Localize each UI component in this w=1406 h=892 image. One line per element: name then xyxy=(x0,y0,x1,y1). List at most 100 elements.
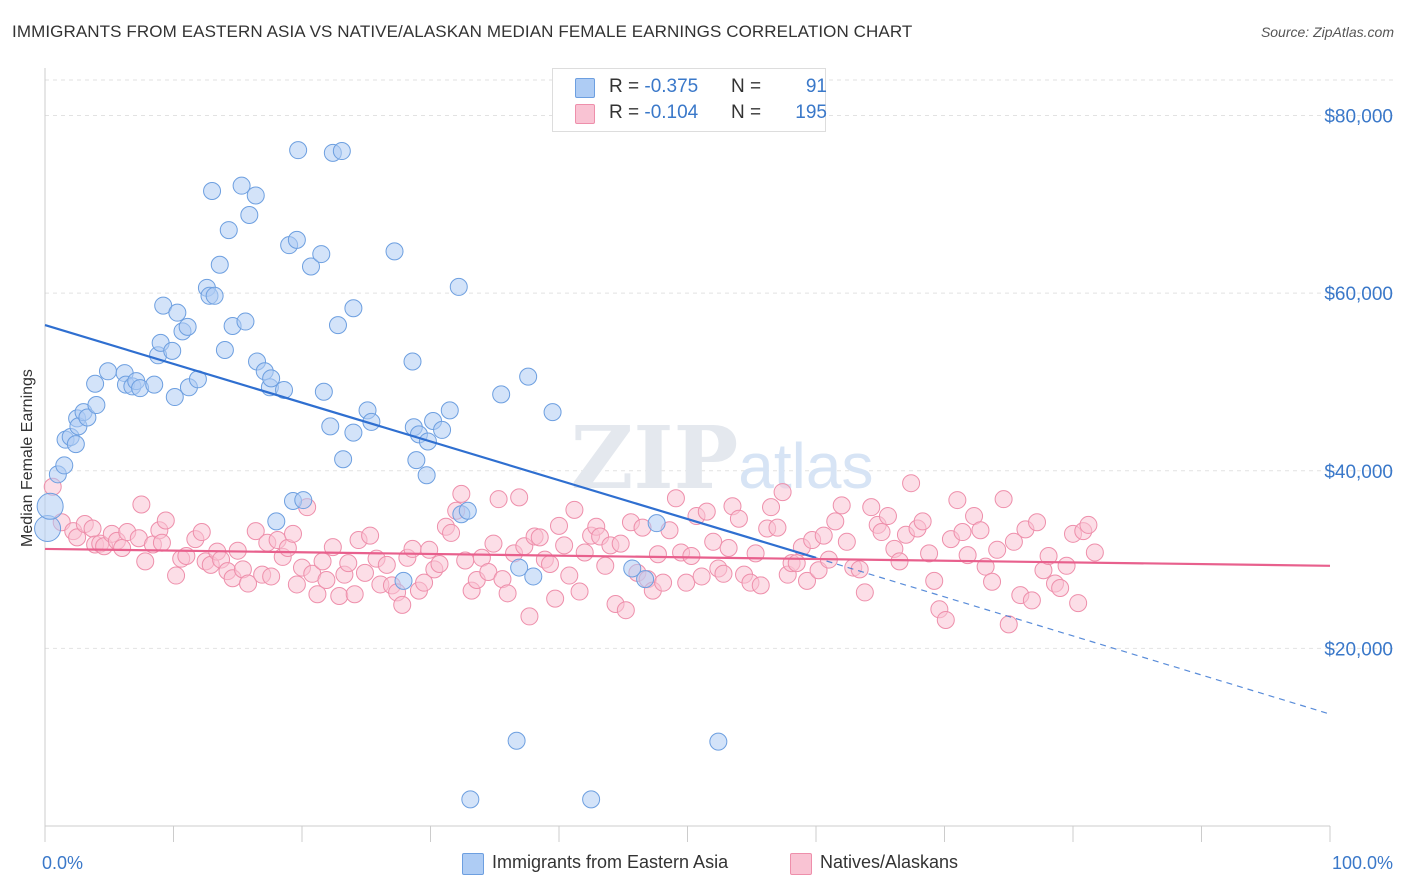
data-point-natives xyxy=(1069,594,1088,613)
data-point-eastern-asia xyxy=(55,456,74,475)
data-point-eastern-asia xyxy=(240,205,259,224)
data-point-natives xyxy=(83,519,102,538)
data-point-eastern-asia xyxy=(394,571,413,590)
data-point-eastern-asia xyxy=(236,312,255,331)
data-point-eastern-asia xyxy=(403,352,422,371)
trend-lines xyxy=(44,324,1331,715)
data-point-natives xyxy=(68,528,87,547)
data-point-natives xyxy=(330,586,349,605)
data-point-natives xyxy=(719,539,738,558)
data-point-eastern-asia xyxy=(312,245,331,264)
data-point-natives xyxy=(442,523,461,542)
x-tick-label: 0.0% xyxy=(42,853,83,873)
data-point-natives xyxy=(152,533,171,552)
data-point-natives xyxy=(361,526,380,545)
data-point-natives xyxy=(415,573,434,592)
data-point-natives xyxy=(246,522,265,541)
data-point-natives xyxy=(1057,556,1076,575)
data-point-natives xyxy=(616,601,635,620)
legend-n-label: N = xyxy=(731,102,762,123)
data-point-eastern-asia xyxy=(344,299,363,318)
data-point-eastern-asia xyxy=(178,317,197,336)
data-point-eastern-asia xyxy=(709,732,728,751)
data-point-natives xyxy=(530,528,549,547)
data-point-natives xyxy=(167,566,186,585)
data-point-natives xyxy=(878,507,897,526)
data-point-natives xyxy=(994,490,1013,509)
data-point-eastern-asia xyxy=(314,382,333,401)
y-tick-label: $20,000 xyxy=(1324,639,1393,660)
source-label: Source: ZipAtlas.com xyxy=(1260,24,1394,40)
data-point-eastern-asia xyxy=(344,423,363,442)
watermark: ZIPatlas xyxy=(571,408,874,509)
legend-n-label: N = xyxy=(731,76,762,97)
data-point-natives xyxy=(837,532,856,551)
legend-r-label: R = xyxy=(609,76,645,97)
data-point-natives xyxy=(550,516,568,535)
data-point-eastern-asia xyxy=(163,341,182,360)
data-point-eastern-asia xyxy=(301,257,320,276)
data-point-natives xyxy=(920,544,939,563)
data-point-eastern-asia xyxy=(328,316,347,335)
trend-line-eastern-asia-extension xyxy=(815,557,1331,715)
data-point-natives xyxy=(313,552,332,571)
data-point-natives xyxy=(953,523,972,542)
data-point-natives xyxy=(560,566,579,585)
legend-r-pink: R = -0.104 xyxy=(609,102,698,124)
data-point-natives xyxy=(323,538,342,557)
data-point-natives xyxy=(596,556,615,575)
legend-r-blue: R = -0.375 xyxy=(609,76,698,98)
data-point-natives xyxy=(666,489,685,508)
data-point-eastern-asia xyxy=(98,362,117,381)
series-immigrants-eastern-asia xyxy=(34,141,728,809)
stats-legend: R = -0.375 N = 91 R = -0.104 N = 195 xyxy=(552,68,827,132)
data-point-eastern-asia xyxy=(385,242,404,261)
legend-swatch-blue xyxy=(575,78,595,98)
data-point-natives xyxy=(479,563,498,582)
data-point-natives xyxy=(420,540,439,559)
data-point-eastern-asia xyxy=(461,790,480,809)
data-point-natives xyxy=(541,555,560,574)
data-point-natives xyxy=(1022,591,1041,610)
data-point-natives xyxy=(262,567,281,586)
data-point-eastern-asia xyxy=(78,408,97,427)
data-point-natives xyxy=(555,536,574,555)
data-point-natives xyxy=(751,576,770,595)
data-point-natives xyxy=(729,509,748,528)
y-tick-label: $40,000 xyxy=(1324,462,1393,483)
legend-swatch-pink xyxy=(575,104,595,124)
data-point-natives xyxy=(988,540,1007,559)
data-point-eastern-asia xyxy=(647,514,666,533)
tick-labels: $20,000 $40,000 $60,000 $80,000 0.0% 100.0% xyxy=(42,107,1393,873)
data-point-eastern-asia xyxy=(87,396,106,415)
bottom-legend-label: Immigrants from Eastern Asia xyxy=(492,852,729,872)
data-point-natives xyxy=(1039,547,1058,566)
data-point-eastern-asia xyxy=(232,176,251,195)
data-point-eastern-asia xyxy=(203,182,222,201)
data-point-natives xyxy=(575,543,594,562)
data-point-natives xyxy=(872,523,891,542)
data-point-natives xyxy=(355,563,374,582)
data-point-natives xyxy=(654,573,673,592)
data-point-eastern-asia xyxy=(219,221,238,240)
chart-title: IMMIGRANTS FROM EASTERN ASIA VS NATIVE/A… xyxy=(12,22,913,41)
data-point-eastern-asia xyxy=(165,388,184,407)
data-point-eastern-asia xyxy=(36,492,64,520)
data-point-natives xyxy=(284,524,303,543)
data-point-eastern-asia xyxy=(275,380,294,399)
data-point-natives xyxy=(136,552,155,571)
data-point-eastern-asia xyxy=(582,790,601,809)
data-point-natives xyxy=(976,557,995,576)
data-point-natives xyxy=(814,526,833,545)
data-point-natives xyxy=(498,584,517,603)
data-point-natives xyxy=(948,491,967,510)
bottom-legend-swatch-blue xyxy=(462,853,484,875)
data-point-natives xyxy=(339,554,358,573)
trend-line-eastern-asia xyxy=(44,324,817,559)
data-point-natives xyxy=(704,532,723,551)
data-point-natives xyxy=(570,582,589,601)
data-point-natives xyxy=(648,545,667,564)
data-point-eastern-asia xyxy=(332,142,351,161)
data-point-natives xyxy=(826,512,845,531)
